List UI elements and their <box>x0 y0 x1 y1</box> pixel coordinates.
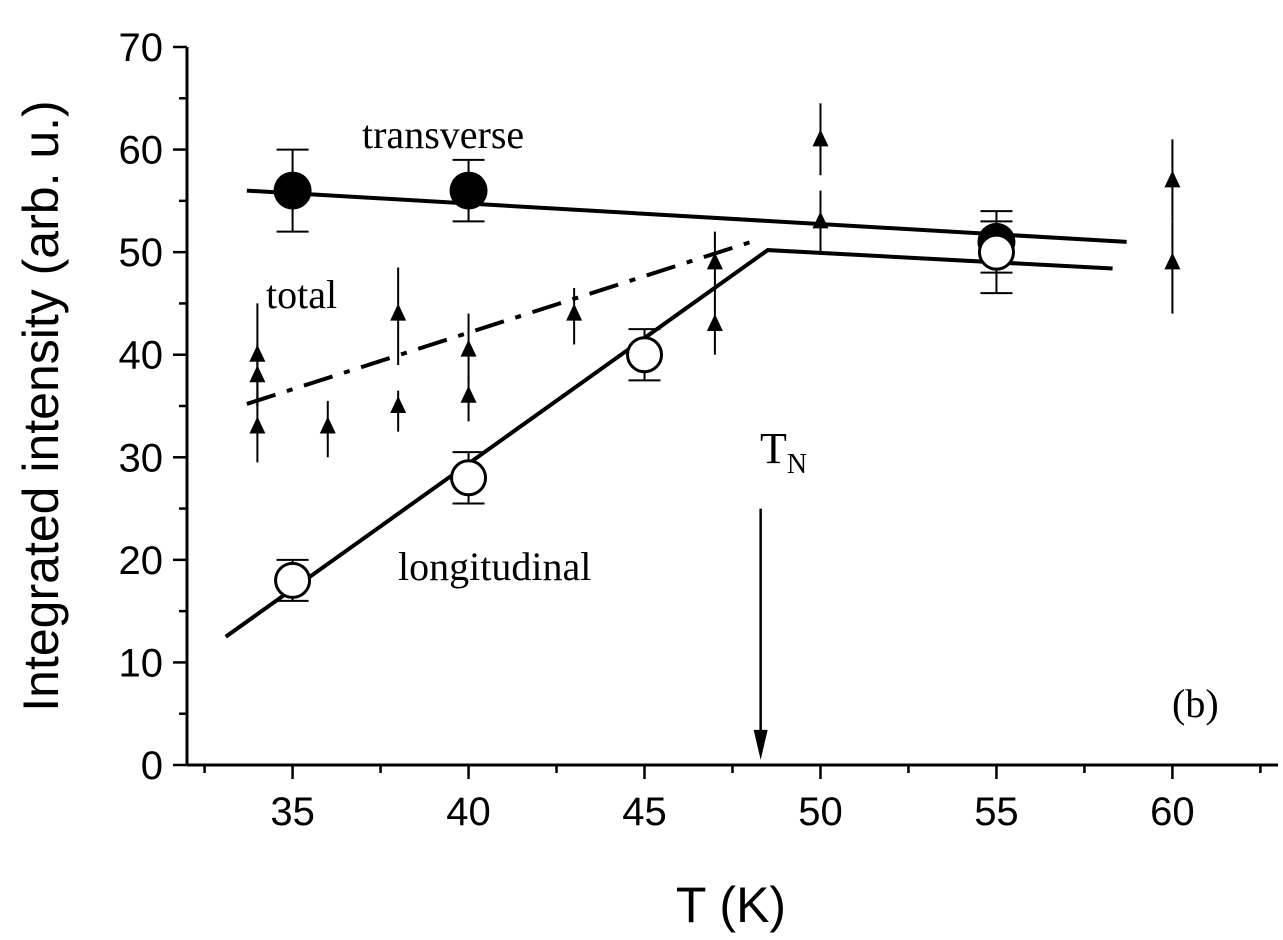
data-point <box>812 191 828 253</box>
open-circle-marker <box>452 461 486 495</box>
y-axis-title: Integrated intensity (arb. u.) <box>13 100 69 711</box>
annotation-transverse: transverse <box>362 112 524 157</box>
open-circle-marker <box>628 338 662 372</box>
data-point <box>450 160 488 222</box>
triangle-marker <box>1164 252 1180 269</box>
data-point <box>276 560 310 601</box>
triangle-marker <box>812 129 828 146</box>
triangle-marker <box>249 345 265 362</box>
plot-frame <box>187 47 1278 765</box>
x-tick-label-40: 40 <box>446 790 491 834</box>
annotation-tn: TN <box>760 424 807 480</box>
fit-line-3 <box>247 239 761 404</box>
triangle-marker <box>707 314 723 331</box>
data-point <box>390 391 406 432</box>
filled-circle-marker <box>274 172 312 210</box>
triangle-marker <box>1164 170 1180 187</box>
open-circle-marker <box>276 563 310 597</box>
y-tick-label-30: 30 <box>119 436 164 480</box>
data-points <box>249 103 1180 600</box>
data-point <box>390 268 406 365</box>
fit-line-2 <box>226 250 1113 637</box>
triangle-marker <box>390 304 406 321</box>
triangle-marker <box>461 386 477 403</box>
x-tick-label-55: 55 <box>974 790 1019 834</box>
y-tick-label-50: 50 <box>119 231 164 275</box>
data-point <box>274 150 312 232</box>
annotation-tn-sub: N <box>787 449 807 480</box>
x-tick-label-60: 60 <box>1150 790 1195 834</box>
triangle-marker <box>566 304 582 321</box>
tn-arrow-head <box>754 730 768 760</box>
x-tick-label-50: 50 <box>798 790 843 834</box>
data-point <box>1164 139 1180 221</box>
y-tick-label-10: 10 <box>119 641 164 685</box>
annotation-total: total <box>266 272 337 317</box>
data-point <box>452 452 486 503</box>
data-point <box>566 288 582 344</box>
x-tick-label-45: 45 <box>622 790 667 834</box>
data-point <box>707 293 723 355</box>
y-tick-label-40: 40 <box>119 334 164 378</box>
data-point <box>320 401 336 457</box>
triangle-marker <box>461 340 477 357</box>
open-circle-marker <box>979 235 1013 269</box>
triangle-marker <box>320 417 336 434</box>
data-point <box>461 375 477 421</box>
filled-circle-marker <box>450 172 488 210</box>
triangle-marker <box>390 396 406 413</box>
annotation-tn-main: T <box>760 424 787 473</box>
axis-ticks: 35 40 45 50 55 60 0 10 20 30 40 50 60 70 <box>119 26 1261 834</box>
triangle-marker <box>812 211 828 228</box>
annotations: transverse total longitudinal TN (b) <box>266 112 1219 760</box>
data-point <box>249 303 265 406</box>
y-tick-label-0: 0 <box>141 744 163 788</box>
y-tick-label-20: 20 <box>119 539 164 583</box>
data-point <box>812 103 828 175</box>
triangle-marker <box>249 417 265 434</box>
data-point <box>628 329 662 380</box>
y-tick-label-70: 70 <box>119 26 164 70</box>
y-tick-label-60: 60 <box>119 129 164 173</box>
annotation-longitudinal: longitudinal <box>398 544 591 589</box>
panel-label: (b) <box>1172 681 1219 726</box>
data-point <box>1164 221 1180 313</box>
data-point <box>461 314 477 381</box>
x-axis-title: T (K) <box>676 877 786 933</box>
x-tick-label-35: 35 <box>270 790 315 834</box>
